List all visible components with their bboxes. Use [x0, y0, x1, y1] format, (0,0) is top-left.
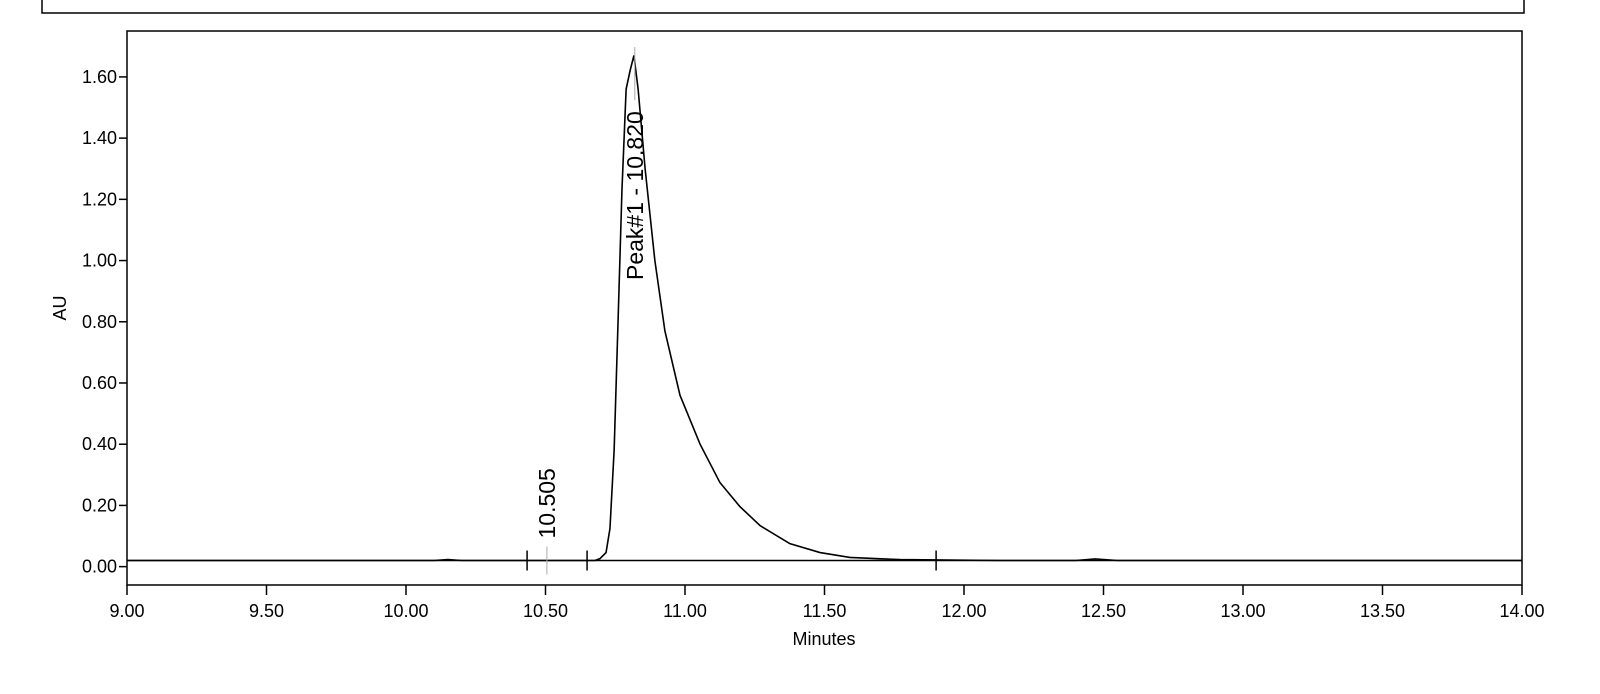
x-tick-label: 9.00	[109, 601, 144, 621]
annotation: 10.505	[534, 468, 560, 538]
y-axis-label: AU	[50, 295, 70, 320]
x-tick-label: 9.50	[249, 601, 284, 621]
x-axis-label: Minutes	[792, 629, 855, 649]
x-tick-label: 12.50	[1081, 601, 1126, 621]
y-tick-label: 0.40	[82, 434, 117, 454]
x-tick-label: 10.50	[523, 601, 568, 621]
y-tick-label: 1.40	[82, 128, 117, 148]
x-tick-label: 13.50	[1360, 601, 1405, 621]
header-box	[41, 0, 1525, 14]
y-tick-label: 0.00	[82, 557, 117, 577]
y-tick-label: 1.00	[82, 251, 117, 271]
x-tick-label: 10.00	[383, 601, 428, 621]
x-tick-label: 13.00	[1220, 601, 1265, 621]
y-tick-label: 0.60	[82, 373, 117, 393]
y-tick-label: 0.20	[82, 495, 117, 515]
plot-area	[126, 30, 1523, 586]
x-tick-label: 11.50	[803, 601, 847, 621]
signal-line	[127, 55, 1522, 562]
y-tick-label: 1.60	[82, 67, 117, 87]
x-tick-label: 11.00	[663, 601, 707, 621]
x-tick-label: 14.00	[1499, 601, 1544, 621]
y-tick-label: 0.80	[82, 312, 117, 332]
x-tick-label: 12.00	[941, 601, 986, 621]
annotation: Peak#1 - 10.820	[622, 111, 648, 280]
y-tick-label: 1.20	[82, 189, 117, 209]
